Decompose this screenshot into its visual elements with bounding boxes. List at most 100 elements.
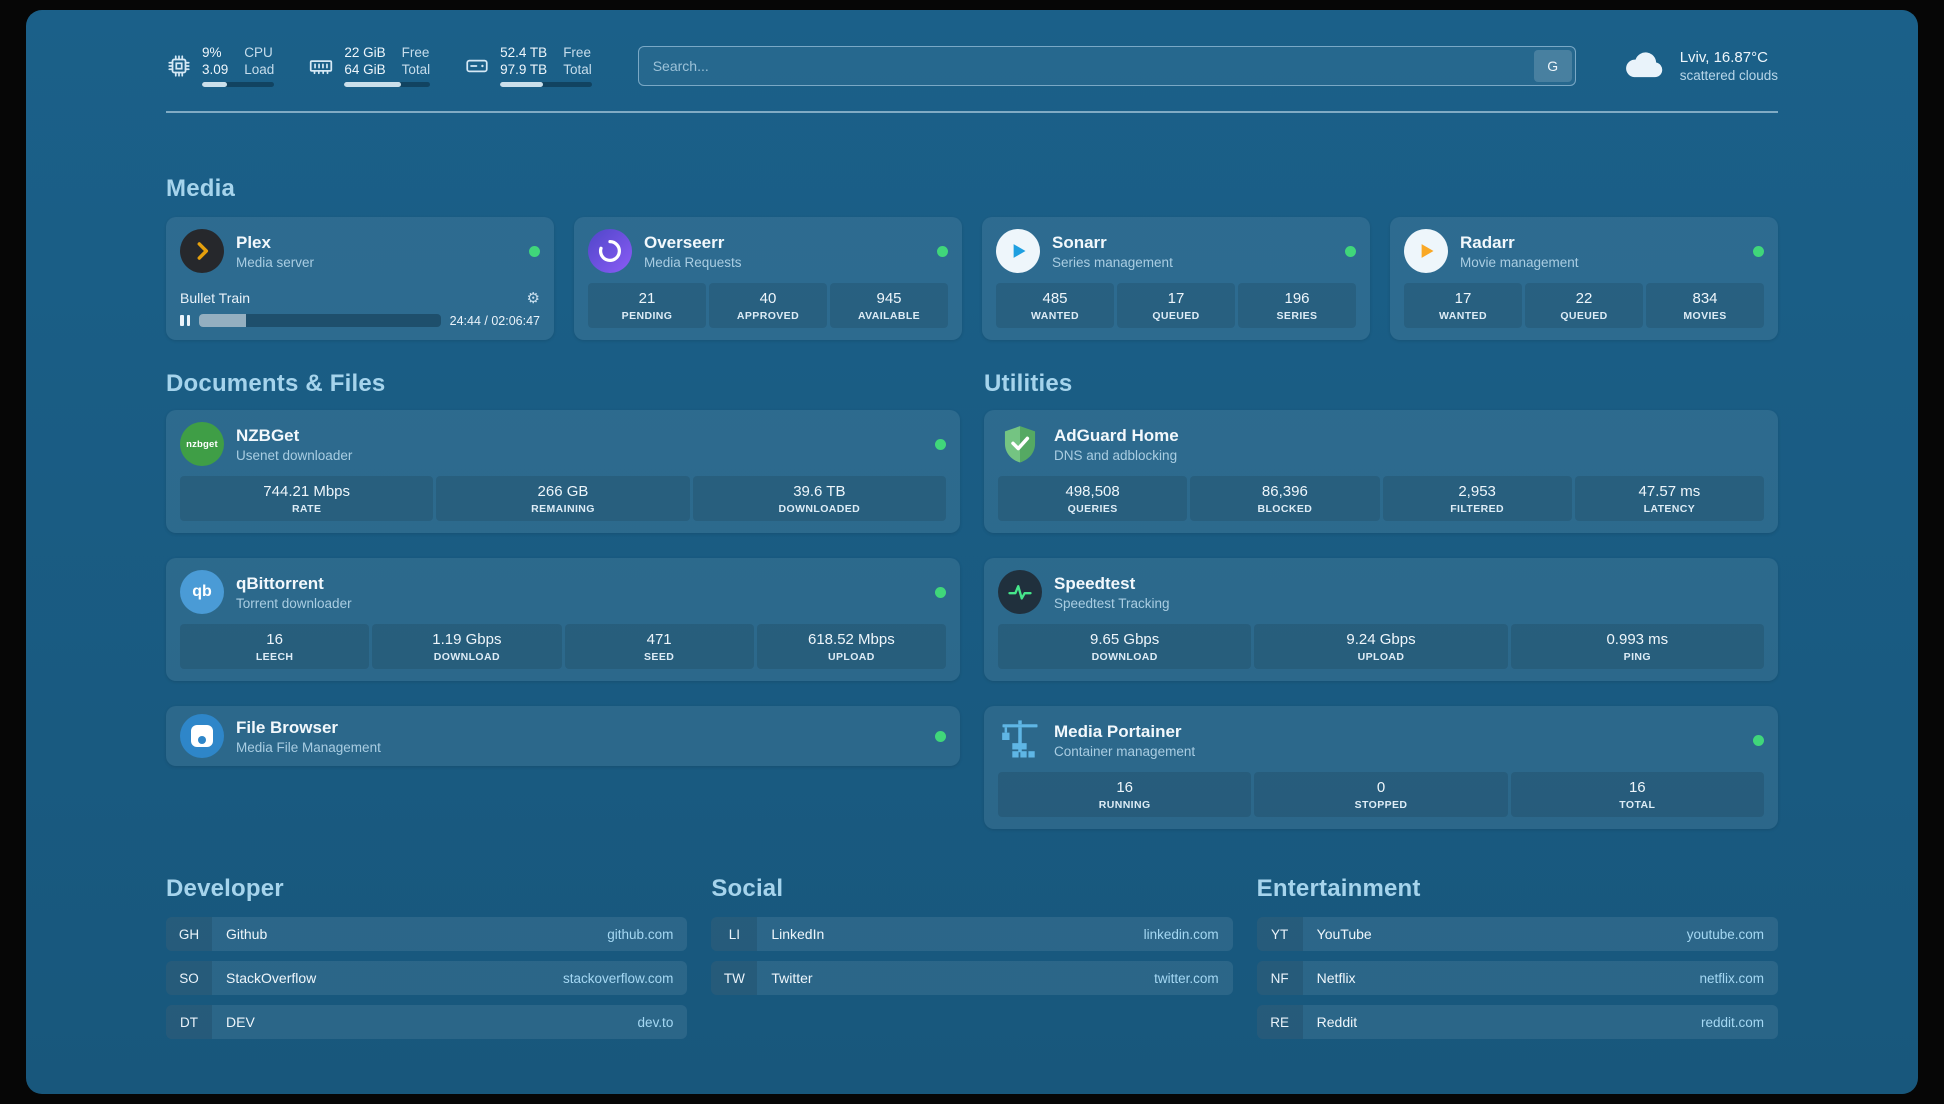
bookmark-link[interactable]: TW Twitter twitter.com	[711, 961, 1233, 995]
stat-box: 21 PENDING	[588, 283, 706, 328]
memory-widget: 22 GiB Free 64 GiB Total	[308, 44, 431, 87]
bookmark-rows: LI LinkedIn linkedin.com TW Twitter twit…	[711, 917, 1233, 995]
now-playing-title: Bullet Train	[180, 290, 251, 306]
memory-progress-bar	[344, 82, 431, 87]
stat-value: 16	[266, 631, 283, 648]
stat-label: RATE	[291, 503, 322, 515]
media-cards-row: Plex Media server Bullet Train ⚙	[166, 217, 1778, 340]
stat-box: 40 APPROVED	[709, 283, 827, 328]
status-dot	[935, 586, 946, 598]
search-input[interactable]	[638, 46, 1531, 85]
app-subtitle: Speedtest Tracking	[1054, 595, 1170, 611]
speedtest-card[interactable]: Speedtest Speedtest Tracking 9.65 Gbps D…	[984, 558, 1778, 681]
bookmark-link[interactable]: YT YouTube youtube.com	[1256, 917, 1778, 951]
stat-label: QUEUED	[1152, 310, 1200, 322]
bookmark-link[interactable]: LI LinkedIn linkedin.com	[711, 917, 1233, 951]
card-header: Media Portainer Container management	[998, 718, 1764, 762]
pause-icon[interactable]	[180, 313, 190, 328]
portainer-crane-icon	[998, 718, 1042, 762]
qbittorrent-card[interactable]: qb qBittorrent Torrent downloader	[166, 558, 960, 681]
stat-label: QUERIES	[1067, 503, 1118, 515]
stat-box: 0 STOPPED	[1254, 772, 1508, 817]
card-header: File Browser Media File Management	[180, 714, 946, 758]
plex-now-playing: Bullet Train ⚙ 24:44 / 02:06:47	[180, 280, 540, 328]
media-section: Media Plex Media server	[166, 175, 1778, 340]
bookmark-name: Netflix	[1316, 970, 1356, 986]
memory-readout: 22 GiB Free 64 GiB Total	[344, 44, 431, 87]
app-subtitle: Container management	[1054, 743, 1196, 759]
bookmark-link[interactable]: GH Github github.com	[166, 917, 688, 951]
cpu-progress-fill	[202, 82, 228, 87]
adguard-card[interactable]: AdGuard Home DNS and adblocking 498,508 …	[984, 410, 1778, 533]
bookmark-abbr: LI	[711, 917, 758, 951]
playback-progress-bar[interactable]	[199, 314, 441, 327]
plex-card[interactable]: Plex Media server Bullet Train ⚙	[166, 217, 554, 340]
disk-progress-bar	[500, 82, 592, 87]
card-header: qb qBittorrent Torrent downloader	[180, 570, 946, 614]
app-name: Radarr	[1460, 232, 1515, 252]
app-subtitle: Movie management	[1460, 254, 1579, 270]
bookmark-link[interactable]: NF Netflix netflix.com	[1256, 961, 1778, 995]
stat-label: RUNNING	[1098, 799, 1151, 811]
bookmarks-section: Developer GH Github github.com SO StackO…	[166, 875, 1778, 1089]
bookmark-abbr: YT	[1256, 917, 1303, 951]
stat-label: LEECH	[255, 651, 294, 663]
media-section-title: Media	[166, 175, 236, 202]
app-meta: Radarr Movie management	[1460, 232, 1579, 271]
stat-value: 485	[1042, 290, 1068, 307]
settings-gear-icon[interactable]: ⚙	[526, 289, 540, 307]
stat-value: 17	[1454, 290, 1472, 307]
stat-value: 17	[1167, 290, 1185, 307]
stat-label: SERIES	[1276, 310, 1318, 322]
status-dot	[1345, 245, 1356, 257]
bookmark-abbr: DT	[166, 1005, 212, 1039]
stat-value: 744.21 Mbps	[263, 483, 351, 500]
weather-location-temp: Lviv, 16.87°C	[1679, 48, 1768, 66]
card-header: Plex Media server	[180, 229, 540, 273]
stat-value: 9.24 Gbps	[1346, 631, 1416, 648]
filebrowser-card[interactable]: File Browser Media File Management	[166, 706, 960, 766]
status-dot	[1753, 245, 1764, 257]
bookmark-link[interactable]: SO StackOverflow stackoverflow.com	[166, 961, 688, 995]
bookmark-rows: GH Github github.com SO StackOverflow st…	[166, 917, 688, 1039]
app-name: AdGuard Home	[1054, 425, 1179, 445]
app-meta: qBittorrent Torrent downloader	[236, 573, 352, 612]
radarr-card[interactable]: Radarr Movie management 17 WANTED	[1390, 217, 1778, 340]
stat-label: UPLOAD	[1357, 651, 1405, 663]
stat-box: 744.21 Mbps RATE	[180, 476, 434, 521]
bookmark-link[interactable]: DT DEV dev.to	[166, 1005, 688, 1039]
nzbget-icon-text: nzbget	[186, 438, 218, 450]
overseerr-card[interactable]: Overseerr Media Requests 21 PENDING	[574, 217, 962, 340]
resource-widgets: 9% CPU 3.09 Load	[166, 44, 592, 87]
portainer-card[interactable]: Media Portainer Container management 16 …	[984, 706, 1778, 829]
app-name: Plex	[236, 232, 271, 252]
stat-label: STOPPED	[1354, 799, 1408, 811]
status-dot	[529, 245, 540, 257]
weather-text: Lviv, 16.87°C scattered clouds	[1680, 48, 1778, 84]
stat-value: 16	[1116, 779, 1133, 796]
disk-readout: 52.4 TB Free 97.9 TB Total	[500, 44, 592, 87]
bookmark-abbr: TW	[711, 961, 758, 995]
stat-box: 2,953 FILTERED	[1382, 476, 1572, 521]
nzbget-card[interactable]: nzbget NZBGet Usenet downloader	[166, 410, 960, 533]
bookmark-link[interactable]: RE Reddit reddit.com	[1256, 1005, 1778, 1039]
stat-label: FILTERED	[1450, 503, 1504, 515]
speedtest-pulse-icon	[998, 570, 1042, 614]
bookmark-name: DEV	[226, 1014, 255, 1030]
bookmark-url: stackoverflow.com	[563, 970, 674, 986]
filebrowser-icon-square	[191, 725, 213, 747]
stat-value: 40	[759, 290, 777, 307]
sonarr-card[interactable]: Sonarr Series management 485 WANTED	[982, 217, 1370, 340]
stat-box: 834 MOVIES	[1646, 283, 1764, 328]
adguard-shield-icon	[998, 422, 1042, 466]
cpu-widget: 9% CPU 3.09 Load	[166, 44, 275, 87]
cpu-usage-label: CPU	[244, 45, 273, 60]
stat-label: QUEUED	[1560, 310, 1608, 322]
utilities-section: Utilities	[984, 370, 1778, 829]
app-subtitle: Series management	[1052, 254, 1173, 270]
search-provider-button[interactable]: G	[1533, 49, 1572, 82]
stat-label: UPLOAD	[828, 651, 875, 663]
bookmark-name: Reddit	[1316, 1014, 1358, 1030]
stat-box: 22 QUEUED	[1525, 283, 1643, 328]
bookmark-url: github.com	[607, 926, 674, 942]
